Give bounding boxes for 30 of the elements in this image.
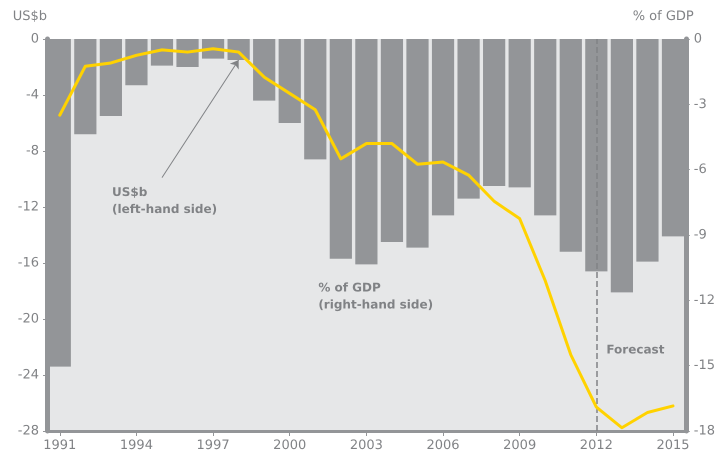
x-tick-label: 1991: [43, 438, 76, 453]
y-tick-label: -28: [18, 424, 39, 438]
y-axis-title: US$b: [12, 9, 47, 24]
y-tick-label: -12: [18, 200, 39, 214]
y-tick-label: -8: [26, 144, 39, 158]
y-tick-label: -4: [26, 88, 39, 102]
x-tick-label: 2000: [273, 438, 306, 453]
y-tick-label: -24: [18, 368, 39, 382]
annotation: US$b (left-hand side): [112, 185, 218, 216]
y2-axis-title: % of GDP: [632, 9, 694, 24]
x-tick-label: 1994: [120, 438, 153, 453]
y2-tick-label: -15: [694, 358, 715, 374]
x-tick-label: 2015: [656, 438, 690, 453]
x-tick-label: 2006: [426, 438, 460, 453]
x-tick-label: 1997: [196, 438, 230, 453]
y2-tick-label: 0: [694, 32, 702, 46]
annotation: % of GDP (right-hand side): [318, 280, 434, 312]
y2-tick-label: -9: [694, 228, 707, 242]
y2-tick-label: -12: [694, 292, 715, 308]
y2-tick-label: -6: [694, 162, 707, 178]
y-tick-label: -20: [18, 312, 39, 326]
y2-tick-label: -18: [694, 424, 715, 438]
line-series: [58, 47, 674, 430]
ref-line-label: Forecast: [606, 342, 665, 356]
y-tick-label: 0: [30, 32, 39, 46]
y-tick-label: -16: [18, 256, 39, 270]
x-tick-label: 2003: [350, 438, 383, 453]
x-tick-label: 2009: [503, 438, 536, 453]
y2-tick-label: -3: [694, 96, 707, 112]
x-tick-label: 2012: [580, 438, 613, 453]
